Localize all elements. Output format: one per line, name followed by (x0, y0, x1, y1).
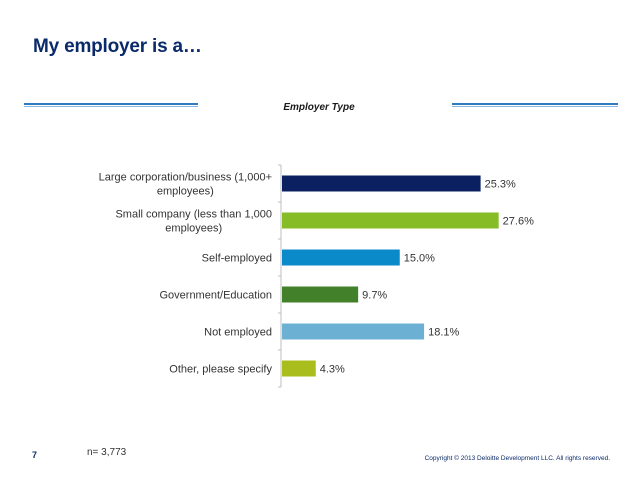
data-label: 27.6% (503, 216, 534, 228)
category-label: Large corporation/business (1,000+ employ… (99, 172, 272, 198)
slide-title: My employer is a… (33, 36, 202, 57)
copyright-notice: Copyright © 2013 Deloitte Development LL… (424, 455, 610, 462)
data-label: 9.7% (362, 290, 387, 302)
sample-size: n= 3,773 (87, 447, 127, 458)
category-label: Other, please specify (169, 364, 272, 376)
bar (282, 212, 499, 229)
bar (282, 286, 359, 303)
bar (282, 323, 425, 340)
chart-title: Employer Type (283, 102, 355, 113)
bar (282, 175, 481, 192)
data-label: 4.3% (320, 364, 345, 376)
category-label: Not employed (204, 327, 272, 339)
page-number: 7 (32, 450, 38, 460)
header-rule-left (24, 103, 198, 107)
bar (282, 249, 400, 266)
header-rule-right (452, 103, 618, 107)
category-label: Self-employed (202, 253, 272, 265)
data-label: 15.0% (404, 253, 435, 265)
category-label: Small company (less than 1,000 employees) (115, 209, 272, 235)
category-label: Government/Education (159, 290, 272, 302)
data-label: 18.1% (428, 327, 459, 339)
data-label: 25.3% (485, 179, 516, 191)
bar (282, 360, 316, 377)
